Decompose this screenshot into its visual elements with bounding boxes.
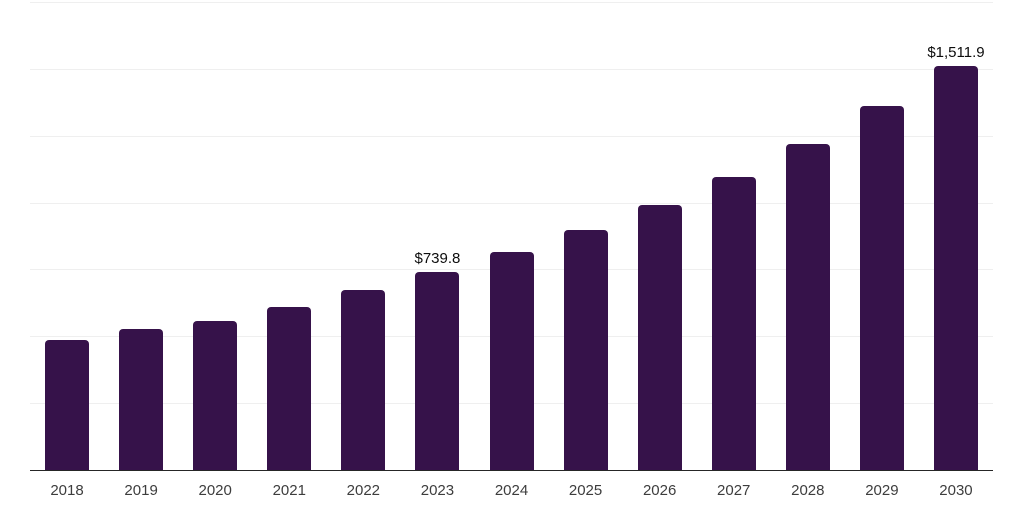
gridline-1750 (30, 2, 993, 3)
value-label-2023: $739.8 (414, 250, 461, 268)
bar-2020 (193, 321, 238, 470)
x-tick-label-2024: 2024 (494, 482, 529, 499)
bar-2030 (933, 65, 978, 470)
x-axis-line (30, 469, 993, 471)
value-label-2030: $1,511.9 (927, 43, 985, 61)
bar-2029 (859, 106, 904, 470)
bar-2018 (45, 340, 90, 470)
bar-2022 (341, 290, 386, 470)
bar-2028 (785, 143, 830, 470)
gridline-1000 (30, 202, 993, 204)
x-tick-label-2026: 2026 (642, 482, 677, 499)
bar-2025 (563, 229, 608, 470)
x-tick-label-2022: 2022 (346, 482, 381, 499)
x-tick-label-2030: 2030 (939, 482, 973, 499)
x-tick-label-2028: 2028 (791, 482, 825, 499)
x-tick-label-2020: 2020 (198, 482, 232, 499)
x-tick-label-2019: 2019 (124, 482, 158, 499)
x-tick-label-2025: 2025 (568, 482, 603, 499)
x-tick-label-2021: 2021 (272, 482, 306, 499)
bar-2024 (489, 251, 534, 470)
gridline-1500 (30, 68, 993, 70)
x-tick-label-2029: 2029 (865, 482, 899, 499)
bar-2026 (637, 205, 682, 470)
bar-2023 (415, 272, 460, 470)
x-tick-label-2023: 2023 (420, 482, 455, 499)
gridline-1250 (30, 135, 993, 137)
bar-2019 (119, 328, 164, 470)
x-tick-label-2018: 2018 (50, 482, 84, 499)
bar-2027 (711, 176, 756, 470)
x-tick-label-2027: 2027 (717, 482, 751, 499)
bar-2021 (267, 306, 312, 470)
plot-area: $739.8 $1,511.9 (30, 0, 993, 471)
